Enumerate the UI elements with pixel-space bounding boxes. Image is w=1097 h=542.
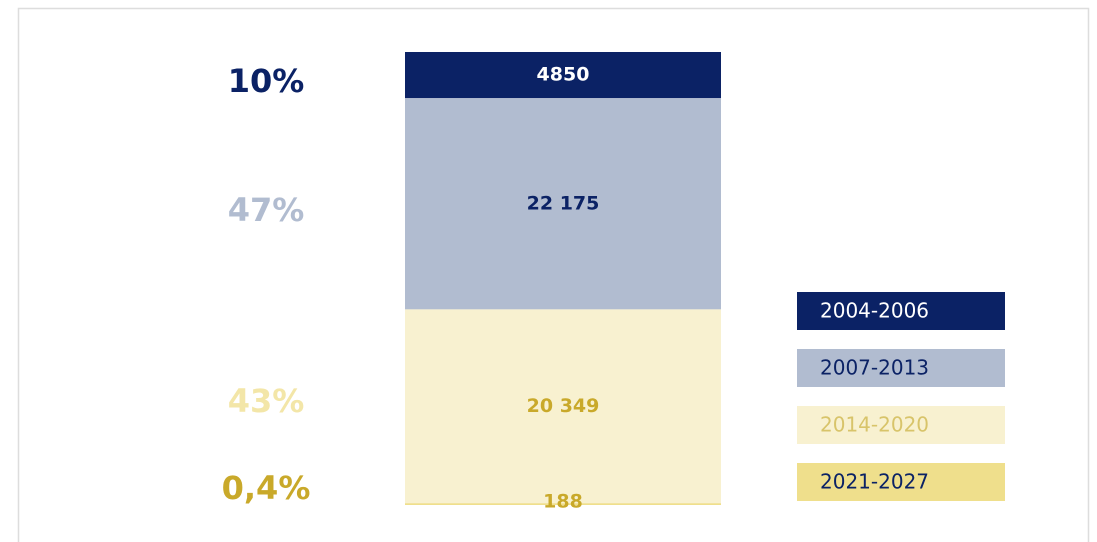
legend-label: 2004-2006 [820,299,929,323]
legend-label: 2021-2027 [820,470,929,494]
bar-segment [405,503,721,505]
legend-swatch [797,406,1005,444]
bar-segment [405,309,721,504]
share-label: 43% [228,382,305,420]
share-label: 47% [228,191,305,229]
share-label: 10% [228,62,305,100]
legend-label: 2014-2020 [820,413,929,437]
value-label: 20 349 [527,395,600,417]
bar-segment [405,98,721,310]
value-label: 188 [543,491,583,513]
legend-swatch [797,349,1005,387]
value-label: 22 175 [527,192,600,214]
value-label: 4850 [537,64,590,86]
share-label: 0,4% [222,469,311,507]
frame [17,7,1090,542]
legend-swatch [797,292,1005,330]
legend-swatch [797,463,1005,501]
legend-label: 2007-2013 [820,356,929,380]
bar-segment [405,52,721,99]
